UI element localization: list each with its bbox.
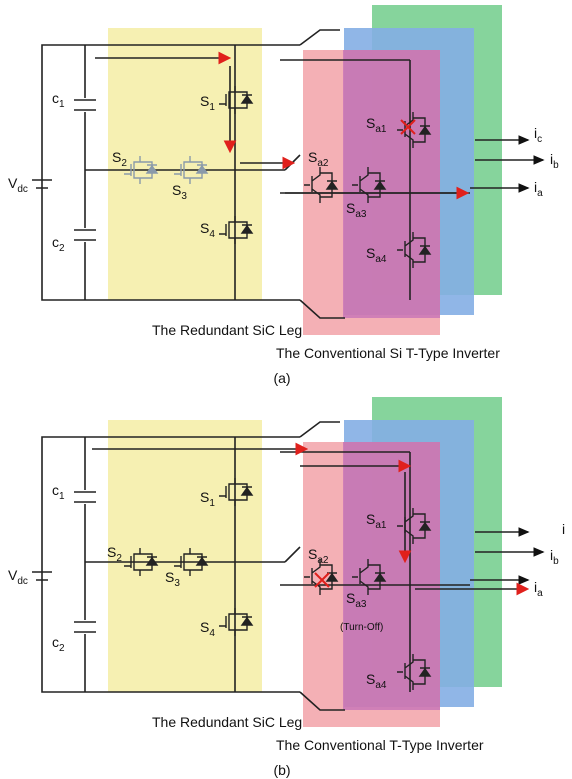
leg-label: The Redundant SiC Leg <box>152 322 302 338</box>
label-sub: 4 <box>209 628 215 639</box>
label-main: i <box>562 521 565 537</box>
label-main: S <box>366 511 375 527</box>
component-label: Vdc <box>8 567 28 587</box>
component-label: ib <box>550 151 559 171</box>
label-main: S <box>200 220 209 236</box>
label-main: c <box>52 90 59 106</box>
label-sub: a1 <box>375 520 387 531</box>
label-main: S <box>165 569 174 585</box>
label-main: S <box>346 590 355 606</box>
label-sub: 2 <box>116 553 122 564</box>
label-sub: a2 <box>317 555 329 566</box>
label-sub: 2 <box>59 643 65 654</box>
label-sub: dc <box>17 184 28 195</box>
label-sub: 2 <box>121 158 127 169</box>
component-label: Vdc <box>8 175 28 195</box>
label-sub: b <box>553 556 559 567</box>
label-sub: 1 <box>209 498 215 509</box>
component-label: c1 <box>52 90 65 110</box>
label-main: S <box>200 619 209 635</box>
label-sub: a3 <box>355 599 367 610</box>
label-main: S <box>112 149 121 165</box>
component-label: ia <box>534 579 543 599</box>
label-main: S <box>200 489 209 505</box>
leg-label: The Redundant SiC Leg <box>152 714 302 730</box>
label-main: S <box>366 245 375 261</box>
inverter-label: The Conventional T-Type Inverter <box>276 737 484 753</box>
panel: Vdcc1c2S1S2S3S4Sa1Sa2Sa3Sa4iaibicThe Red… <box>8 5 559 386</box>
label-sub: 3 <box>181 191 187 202</box>
label-sub: a <box>537 588 543 599</box>
inverter-label: The Conventional Si T-Type Inverter <box>276 345 500 361</box>
overlap-region <box>343 50 440 318</box>
label-sub: a <box>537 188 543 199</box>
label-sub: 1 <box>59 99 65 110</box>
diagram: Vdcc1c2S1S2S3S4Sa1Sa2Sa3Sa4iaibicThe Red… <box>0 0 572 779</box>
component-label: c1 <box>52 482 65 502</box>
label-main: S <box>107 544 116 560</box>
label-sub: b <box>553 160 559 171</box>
label-sub: c <box>537 134 542 145</box>
label-main: S <box>172 182 181 198</box>
label-sub: a2 <box>317 158 329 169</box>
component-label: ic <box>534 125 542 145</box>
label-sub: 2 <box>59 243 65 254</box>
label-main: S <box>308 546 317 562</box>
caption: (a) <box>273 370 290 386</box>
component-label: ia <box>534 179 543 199</box>
component-label: ib <box>550 547 559 567</box>
label-sub: 3 <box>174 578 180 589</box>
label-main: S <box>308 149 317 165</box>
label-sub: 1 <box>209 102 215 113</box>
label-sub: 4 <box>209 229 215 240</box>
component-label: i <box>562 521 565 537</box>
label-sub: dc <box>17 576 28 587</box>
caption: (b) <box>273 762 290 778</box>
label-sub: a3 <box>355 209 367 220</box>
label-sub: a4 <box>375 254 387 265</box>
wire <box>285 547 300 562</box>
component-label: c2 <box>52 634 65 654</box>
wire <box>300 30 340 45</box>
wire <box>300 422 340 437</box>
panel: Vdcc1c2S1S2S3S4Sa1Sa2Sa3Sa4iaibi(Turn-Of… <box>8 397 565 778</box>
label-main: S <box>346 200 355 216</box>
note: (Turn-Off) <box>340 622 383 633</box>
label-main: c <box>52 634 59 650</box>
label-sub: a4 <box>375 680 387 691</box>
label-main: c <box>52 234 59 250</box>
label-main: S <box>200 93 209 109</box>
label-main: S <box>366 115 375 131</box>
label-main: S <box>366 671 375 687</box>
label-main: c <box>52 482 59 498</box>
component-label: c2 <box>52 234 65 254</box>
label-sub: a1 <box>375 124 387 135</box>
label-sub: 1 <box>59 491 65 502</box>
